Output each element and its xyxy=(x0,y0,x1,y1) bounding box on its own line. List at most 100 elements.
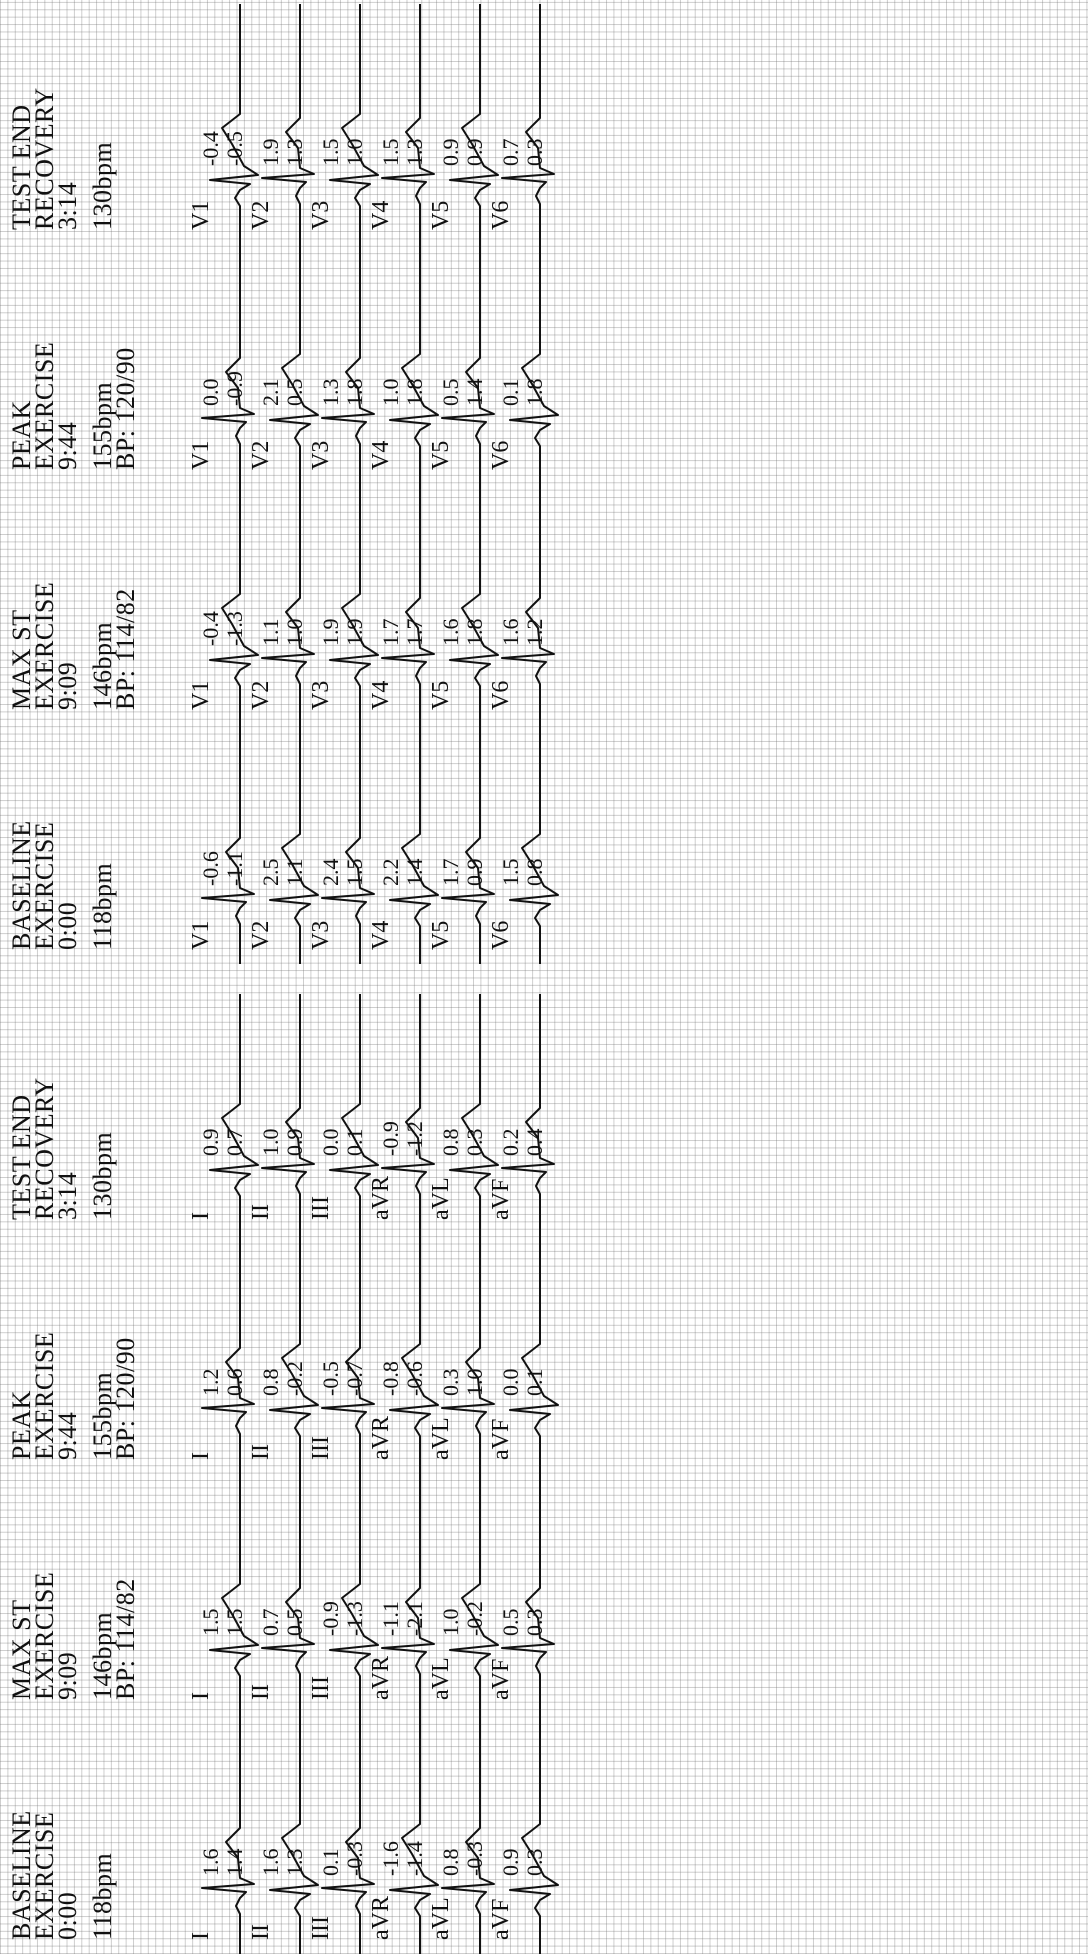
lead-label: aVF xyxy=(488,1418,514,1460)
lead-label: I xyxy=(188,1932,214,1940)
st-level-value: 1.2 xyxy=(198,1368,223,1397)
lead-ii: II 1.6 1.3 xyxy=(240,1714,355,1954)
ecg-waveform xyxy=(389,1234,439,1474)
lead-avf: aVF 0.5 0.3 xyxy=(480,1474,595,1714)
ecg-waveform xyxy=(261,994,315,1234)
lead-label: V5 xyxy=(428,200,454,230)
ecg-trace xyxy=(261,484,315,724)
st-slope-value: 0.3 xyxy=(522,1608,547,1637)
ecg-waveform xyxy=(501,484,555,724)
ecg-trace xyxy=(381,4,435,244)
st-level-value: 2.5 xyxy=(258,858,283,887)
ecg-waveform xyxy=(381,484,435,724)
lead-label: V3 xyxy=(308,440,334,470)
st-level-value: 1.5 xyxy=(318,138,343,167)
ecg-trace xyxy=(449,4,499,244)
lead-label: V4 xyxy=(368,680,394,710)
st-slope-value: 0.8 xyxy=(522,858,547,887)
lead-avf: aVF 0.9 0.3 xyxy=(480,1714,595,1954)
lead-iii: III -0.5 -0.7 xyxy=(300,1234,415,1474)
lead-i: I 1.2 0.6 xyxy=(180,1234,295,1474)
panel-baseline: BASELINE EXERCISE 0:00 118bpm I 1.6 1.4 II 1.6 1.… xyxy=(0,1714,559,1954)
lead-v2: V2 2.1 0.5 xyxy=(240,244,355,484)
ecg-trace xyxy=(501,994,555,1234)
st-level-value: 1.6 xyxy=(498,618,523,647)
lead-label: aVR xyxy=(368,1176,394,1220)
st-level-value: 0.8 xyxy=(438,1128,463,1157)
lead-label: aVR xyxy=(368,1896,394,1940)
lead-iii: III -0.9 -1.3 xyxy=(300,1474,415,1714)
panel-peak: PEAK EXERCISE 9:44 155bpm BP: 120/90 V1 0.0 -0.… xyxy=(0,244,559,484)
header-line: 9:44 xyxy=(53,1411,82,1460)
ecg-trace xyxy=(209,4,259,244)
lead-label: II xyxy=(248,1444,274,1460)
ecg-trace xyxy=(261,4,315,244)
st-level-value: 0.9 xyxy=(438,138,463,167)
panel-header: BASELINE EXERCISE 0:00 118bpm xyxy=(7,820,126,950)
lead-v3: V3 2.4 1.5 xyxy=(300,724,415,964)
limb-leads-section: BASELINE EXERCISE 0:00 118bpm I 1.6 1.4 II 1.6 1.… xyxy=(0,994,559,1954)
ecg-trace xyxy=(509,1234,559,1474)
lead-v1: V1 -0.4 -1.3 xyxy=(180,484,295,724)
ecg-waveform xyxy=(209,484,259,724)
st-level-value: -0.5 xyxy=(318,1361,343,1396)
ecg-waveform xyxy=(329,1474,379,1714)
ecg-waveform xyxy=(449,4,499,244)
header-line: 130bpm xyxy=(88,1131,117,1220)
ecg-trace xyxy=(501,484,555,724)
st-level-value: 0.0 xyxy=(318,1128,343,1157)
ecg-waveform xyxy=(441,244,495,484)
ecg-waveform xyxy=(209,4,259,244)
st-level-value: 0.5 xyxy=(498,1608,523,1637)
lead-label: aVF xyxy=(488,1178,514,1220)
lead-label: V2 xyxy=(248,200,274,230)
lead-v5: V5 1.6 1.8 xyxy=(420,484,535,724)
lead-label: aVL xyxy=(428,1657,454,1700)
st-level-value: 0.1 xyxy=(498,378,523,407)
ecg-waveform xyxy=(449,1474,499,1714)
ecg-waveform xyxy=(441,1714,495,1954)
ecg-trace xyxy=(269,244,319,484)
st-level-value: 2.4 xyxy=(318,858,343,887)
lead-label: aVL xyxy=(428,1417,454,1460)
lead-label: V4 xyxy=(368,200,394,230)
lead-label: II xyxy=(248,1204,274,1220)
header-line: 130bpm xyxy=(88,141,117,230)
lead-v5: V5 1.7 0.9 xyxy=(420,724,535,964)
ecg-trace xyxy=(389,244,439,484)
st-level-value: -0.9 xyxy=(318,1601,343,1636)
lead-v3: V3 1.3 1.8 xyxy=(300,244,415,484)
ecg-trace xyxy=(329,1474,379,1714)
ecg-waveform xyxy=(449,994,499,1234)
panel-baseline: BASELINE EXERCISE 0:00 118bpm V1 -0.6 -1.1 V2 2.… xyxy=(0,724,559,964)
panel-header: MAX ST EXERCISE 9:09 146bpm BP: 114/82 xyxy=(7,582,140,710)
panel-test-end: TEST END RECOVERY 3:14 130bpm I 0.9 0.7 II 1.0 0.… xyxy=(0,994,555,1234)
st-level-value: 0.2 xyxy=(498,1128,523,1157)
lead-label: V6 xyxy=(488,200,514,230)
lead-label: V6 xyxy=(488,680,514,710)
st-slope-value: 0.1 xyxy=(522,1368,547,1397)
lead-iii: III 0.1 -0.3 xyxy=(300,1714,415,1954)
ecg-waveform xyxy=(389,724,439,964)
lead-v5: V5 0.5 1.4 xyxy=(420,244,535,484)
lead-label: aVF xyxy=(488,1898,514,1940)
ecg-trace xyxy=(501,4,555,244)
st-level-value: -0.9 xyxy=(378,1121,403,1156)
lead-v6: V6 0.1 1.8 xyxy=(480,244,595,484)
ecg-trace xyxy=(441,1714,495,1954)
panel-test-end: TEST END RECOVERY 3:14 130bpm V1 -0.4 -0.5 V2 1.… xyxy=(0,4,555,244)
ecg-waveform xyxy=(509,724,559,964)
lead-v6: V6 1.6 1.2 xyxy=(480,484,595,724)
st-level-value: 0.5 xyxy=(438,378,463,407)
ecg-waveform xyxy=(329,484,379,724)
st-level-value: 0.8 xyxy=(258,1368,283,1397)
lead-v3: V3 1.9 1.9 xyxy=(300,484,415,724)
ecg-waveform xyxy=(441,1234,495,1474)
ecg-trace xyxy=(201,1234,255,1474)
lead-avf: aVF 0.2 0.4 xyxy=(480,994,595,1234)
lead-label: V6 xyxy=(488,440,514,470)
lead-i: I 1.5 1.5 xyxy=(180,1474,295,1714)
lead-label: V4 xyxy=(368,920,394,950)
panel-peak: PEAK EXERCISE 9:44 155bpm BP: 120/90 I 1.2 0.6 I… xyxy=(0,1234,559,1474)
